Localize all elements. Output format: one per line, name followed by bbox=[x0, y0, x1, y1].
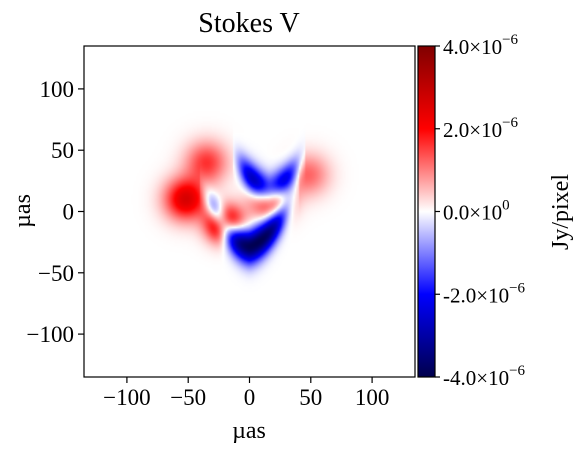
image-plot-area bbox=[83, 45, 416, 378]
y-tick-label: 50 bbox=[51, 138, 74, 163]
x-axis-ticks: −100 −50 0 50 100 bbox=[103, 377, 389, 410]
colorbar-tick-label: 0.0×100 bbox=[443, 198, 510, 225]
x-tick-label: −100 bbox=[103, 385, 150, 410]
y-axis-ticks: −100 −50 0 50 100 bbox=[27, 77, 84, 347]
x-tick-label: −50 bbox=[170, 385, 206, 410]
colorbar: 4.0×10−62.0×10−60.0×100-2.0×10−6-4.0×10−… bbox=[417, 32, 574, 390]
colorbar-tick-mantissa: 4.0×10 bbox=[443, 35, 502, 59]
stokes-v-heatmap bbox=[84, 46, 415, 377]
colorbar-tick-mantissa: 2.0×10 bbox=[443, 118, 502, 142]
x-tick-label: 100 bbox=[355, 385, 390, 410]
colorbar-tick-mantissa: -4.0×10 bbox=[443, 366, 509, 390]
colorbar-label: Jy/pixel bbox=[548, 174, 574, 250]
y-tick-label: −100 bbox=[27, 322, 74, 347]
colorbar-tick-label: 2.0×10−6 bbox=[443, 115, 519, 142]
colorbar-tick-label: -4.0×10−6 bbox=[443, 363, 526, 390]
colorbar-tick-exponent: −6 bbox=[502, 32, 518, 48]
colorbar-tick-mantissa: 0.0×10 bbox=[443, 201, 502, 225]
colorbar-tick-exponent: −6 bbox=[509, 280, 525, 296]
colorbar-tick-exponent: −6 bbox=[502, 115, 518, 131]
x-tick-label: 0 bbox=[244, 385, 256, 410]
y-tick-label: −50 bbox=[38, 261, 74, 286]
colorbar-tick-label: 4.0×10−6 bbox=[443, 32, 519, 59]
x-axis-label: µas bbox=[232, 418, 266, 444]
colorbar-tick-mantissa: -2.0×10 bbox=[443, 283, 509, 307]
chart-title: Stokes V bbox=[198, 8, 299, 39]
y-axis-label: µas bbox=[10, 194, 36, 228]
y-tick-label: 100 bbox=[40, 77, 75, 102]
y-tick-label: 0 bbox=[63, 200, 75, 225]
colorbar-tick-label: -2.0×10−6 bbox=[443, 280, 526, 307]
colorbar-ticks: 4.0×10−62.0×10−60.0×100-2.0×10−6-4.0×10−… bbox=[435, 32, 526, 390]
colorbar-tick-exponent: 0 bbox=[502, 198, 510, 214]
colorbar-tick-exponent: −6 bbox=[509, 363, 525, 379]
colorbar-gradient bbox=[418, 46, 435, 377]
x-tick-label: 50 bbox=[299, 385, 322, 410]
